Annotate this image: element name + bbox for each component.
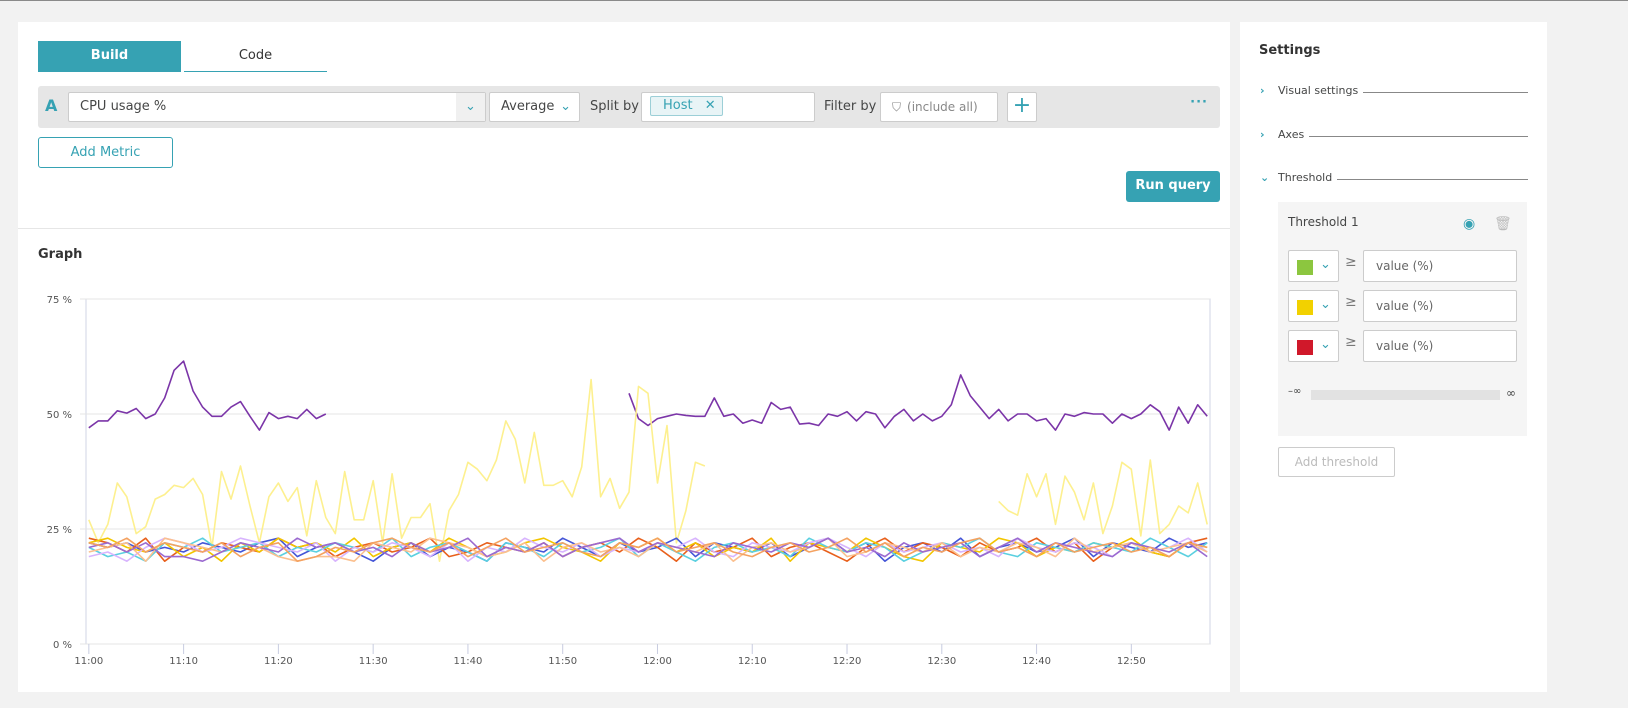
chip-label: Host: [663, 98, 693, 113]
query-letter: A: [45, 96, 58, 115]
chevron-down-icon: ⌄: [1320, 297, 1331, 312]
chevron-down-icon: ⌄: [560, 99, 571, 114]
metric-value: CPU usage %: [80, 99, 167, 114]
y-tick-label: 25 %: [47, 525, 72, 536]
gte-symbol: ≥: [1345, 254, 1357, 270]
x-tick-label: 12:20: [833, 656, 862, 667]
x-tick-label: 11:00: [74, 656, 103, 667]
filter-icon: ⛉: [892, 100, 902, 114]
x-tick-label: 11:10: [169, 656, 198, 667]
more-options-icon[interactable]: ···: [1190, 95, 1208, 110]
metric-select[interactable]: CPU usage % ⌄: [68, 92, 486, 122]
cpu-chart: 0 % 25 % 50 % 75 % 11:00 11:10 11:20 11:30 11:40…: [47, 295, 1211, 667]
x-tick-label: 12:40: [1022, 656, 1051, 667]
series-line: [88, 360, 327, 431]
threshold-value-input[interactable]: value (%): [1363, 250, 1517, 282]
series-line: [998, 459, 1208, 537]
add-filter-button[interactable]: +: [1007, 92, 1037, 122]
color-swatch: [1297, 260, 1313, 275]
aggregation-select[interactable]: Average ⌄: [489, 92, 580, 122]
run-query-button[interactable]: Run query: [1126, 171, 1220, 202]
trash-icon[interactable]: 🗑: [1494, 216, 1512, 232]
x-tick-label: 12:50: [1117, 656, 1146, 667]
chevron-down-icon: ⌄: [1320, 257, 1331, 272]
tab-code[interactable]: Code: [184, 41, 327, 72]
gte-symbol: ≥: [1345, 294, 1357, 310]
threshold-card: Threshold 1 ◉ 🗑 ⌄ ≥ value (%) ⌄ ≥ value (%) ⌄ ≥…: [1278, 202, 1527, 436]
x-tick-label: 11:20: [264, 656, 293, 667]
filter-by-label: Filter by: [824, 99, 877, 114]
divider: [1337, 179, 1528, 180]
section-axes[interactable]: › Axes: [1260, 128, 1528, 141]
color-select[interactable]: ⌄: [1288, 290, 1339, 322]
threshold-row: ⌄ ≥ value (%): [1288, 290, 1517, 322]
x-tick-label: 12:00: [643, 656, 672, 667]
x-tick-label: 11:50: [548, 656, 577, 667]
settings-panel: Settings › Visual settings › Axes ⌄ Thresho…: [1240, 22, 1547, 692]
series-line: [88, 378, 706, 563]
split-by-input[interactable]: Host ✕: [641, 92, 815, 122]
x-tick-label: 12:30: [927, 656, 956, 667]
add-metric-button[interactable]: Add Metric: [38, 137, 173, 168]
x-tick-label: 12:10: [738, 656, 767, 667]
color-select[interactable]: ⌄: [1288, 250, 1339, 282]
section-label: Axes: [1278, 128, 1305, 141]
chevron-right-icon: ›: [1260, 84, 1265, 97]
threshold-value-input[interactable]: value (%): [1363, 290, 1517, 322]
y-tick-label: 75 %: [47, 295, 72, 306]
divider: [1309, 136, 1528, 137]
graph-title: Graph: [38, 247, 83, 262]
color-select[interactable]: ⌄: [1288, 330, 1339, 362]
section-label: Threshold: [1278, 171, 1333, 184]
query-builder-panel: Build Code A CPU usage % ⌄ Average ⌄ Spl…: [18, 22, 1230, 692]
settings-title: Settings: [1259, 43, 1321, 58]
series-line: [88, 537, 1208, 563]
threshold-title: Threshold 1: [1288, 215, 1359, 229]
host-chip: Host ✕: [650, 96, 723, 116]
y-tick-label: 0 %: [53, 640, 72, 651]
close-icon[interactable]: ✕: [704, 98, 716, 113]
threshold-row: ⌄ ≥ value (%): [1288, 250, 1517, 282]
plot-frame: [85, 298, 1211, 645]
filter-input[interactable]: ⛉ (include all): [880, 92, 998, 122]
add-threshold-button[interactable]: Add threshold: [1278, 447, 1395, 477]
threshold-row: ⌄ ≥ value (%): [1288, 330, 1517, 362]
chevron-down-icon: ⌄: [1260, 171, 1270, 184]
filter-placeholder: (include all): [907, 100, 978, 114]
eye-icon[interactable]: ◉: [1463, 216, 1476, 232]
gte-symbol: ≥: [1345, 334, 1357, 350]
threshold-range-bar: [1311, 390, 1500, 400]
split-by-label: Split by: [590, 99, 639, 114]
y-tick-label: 50 %: [47, 410, 72, 421]
color-swatch: [1297, 300, 1313, 315]
range-min: –∞: [1288, 386, 1302, 397]
color-swatch: [1297, 340, 1313, 355]
section-label: Visual settings: [1278, 84, 1359, 97]
chevron-right-icon: ›: [1260, 128, 1265, 141]
divider: [18, 228, 1230, 229]
divider: [1363, 92, 1528, 93]
series-line: [88, 537, 1208, 563]
aggregation-value: Average: [501, 99, 555, 114]
x-tick-label: 11:30: [359, 656, 388, 667]
tab-build[interactable]: Build: [38, 41, 181, 72]
chevron-down-icon: ⌄: [1320, 337, 1331, 352]
x-tick-label: 11:40: [454, 656, 483, 667]
threshold-value-input[interactable]: value (%): [1363, 330, 1517, 362]
series-line: [628, 374, 1208, 431]
range-max: ∞: [1506, 386, 1516, 400]
chevron-down-icon[interactable]: ⌄: [456, 93, 485, 121]
query-row: A CPU usage % ⌄ Average ⌄ Split by Host …: [38, 86, 1220, 128]
section-threshold[interactable]: ⌄ Threshold: [1260, 171, 1528, 184]
series-line: [88, 537, 1208, 563]
section-visual-settings[interactable]: › Visual settings: [1260, 84, 1528, 97]
